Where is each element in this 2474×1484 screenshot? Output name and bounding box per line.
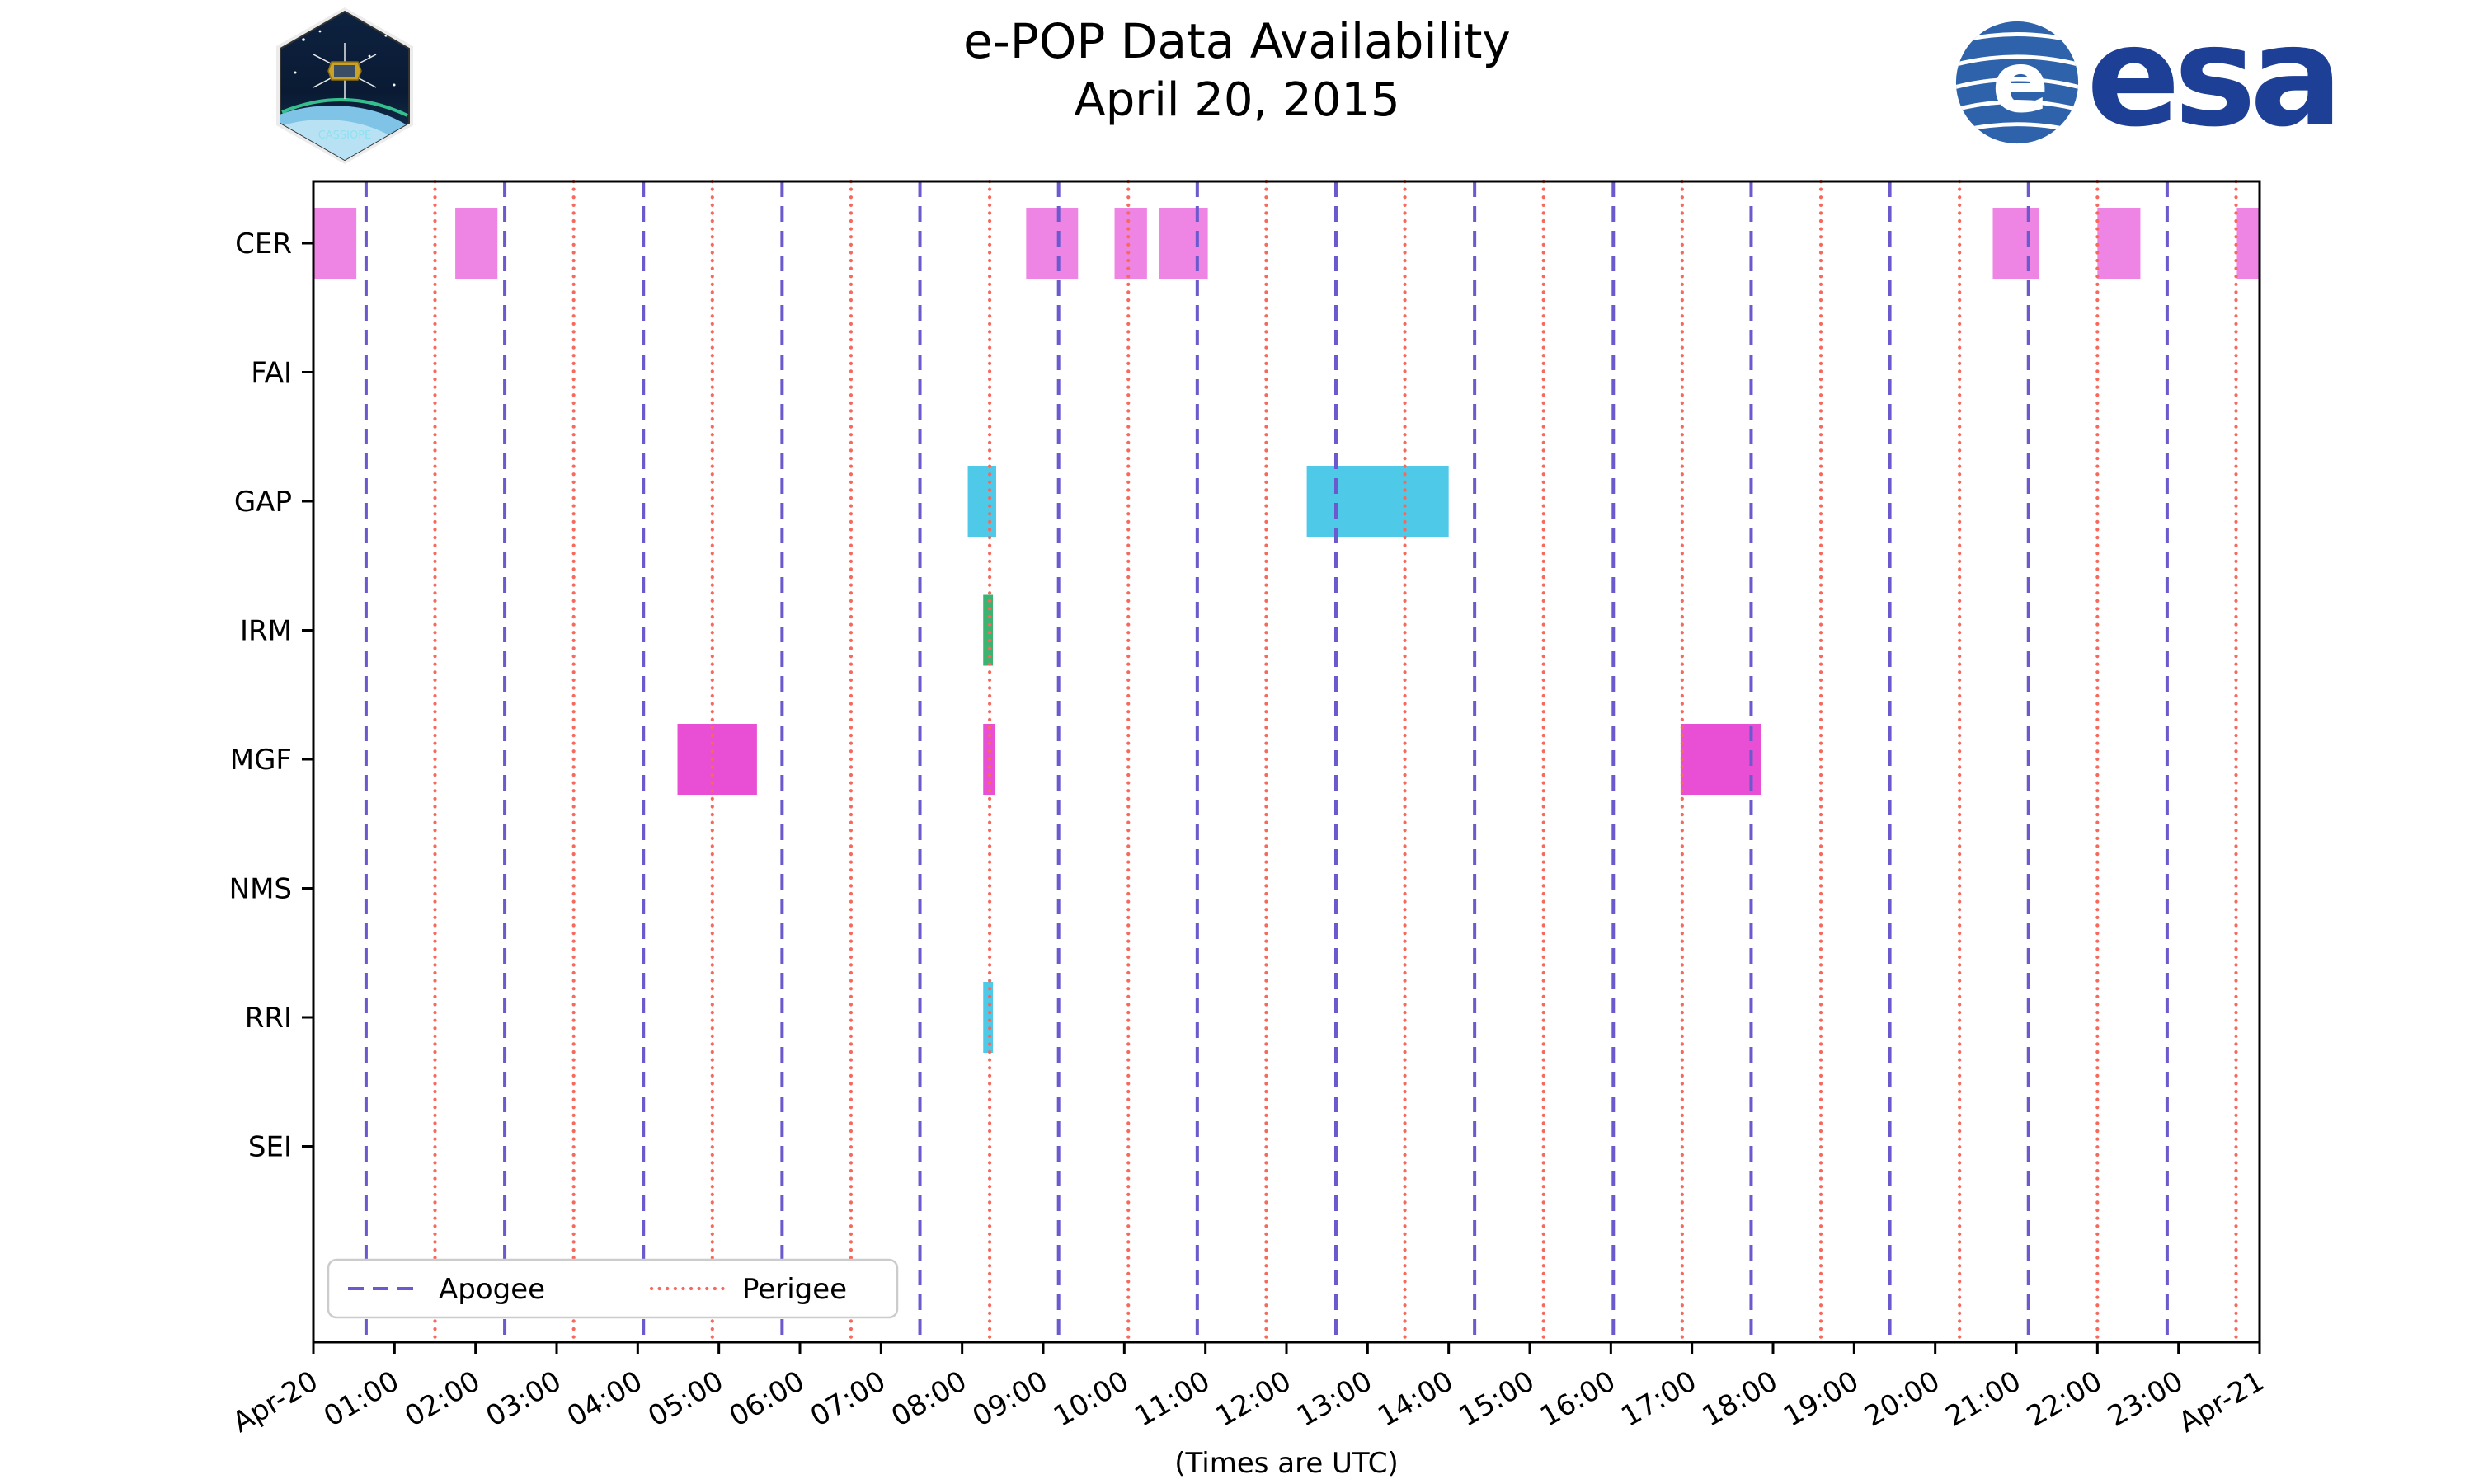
- x-tick-label: 05:00: [642, 1364, 729, 1434]
- availability-bar-cer: [1992, 208, 2039, 279]
- x-tick-label: 02:00: [399, 1364, 486, 1434]
- x-tick-label: 21:00: [1940, 1364, 2027, 1434]
- availability-bar-rri: [983, 982, 994, 1053]
- cassiope-logo: CASSIOPE: [270, 7, 419, 171]
- patch-aurora-arc: [281, 97, 408, 117]
- availability-bar-cer: [2097, 208, 2141, 279]
- legend-apogee-label: Apogee: [439, 1273, 545, 1306]
- x-tick-label: 10:00: [1048, 1364, 1135, 1434]
- x-tick-label: Apr-21: [2173, 1364, 2269, 1439]
- chart-subtitle: April 20, 2015: [1074, 73, 1400, 127]
- x-tick-label: 15:00: [1454, 1364, 1540, 1434]
- x-tick-label: 06:00: [724, 1364, 811, 1434]
- x-tick-label: 01:00: [318, 1364, 405, 1434]
- x-tick-label: 04:00: [562, 1364, 648, 1434]
- x-tick-label: 14:00: [1372, 1364, 1459, 1434]
- x-tick-label: 17:00: [1616, 1364, 1702, 1434]
- y-tick-label-mgf: MGF: [230, 744, 292, 777]
- x-tick-label: 18:00: [1697, 1364, 1784, 1434]
- y-tick-label-gap: GAP: [234, 486, 292, 519]
- availability-bar-gap: [967, 466, 996, 537]
- x-tick-label: 20:00: [1859, 1364, 1945, 1434]
- y-tick-label-fai: FAI: [251, 357, 292, 390]
- availability-bar-cer: [2236, 208, 2260, 279]
- x-tick-label: 13:00: [1291, 1364, 1378, 1434]
- esa-globe-circle: [1955, 21, 2079, 144]
- cassiope-patch-graphic: CASSIOPE: [276, 7, 413, 164]
- legend-perigee-label: Perigee: [742, 1273, 847, 1306]
- x-tick-label: 09:00: [967, 1364, 1054, 1434]
- esa-wordmark: esa: [2086, 0, 2343, 157]
- x-tick-label: 22:00: [2021, 1364, 2108, 1434]
- cassiope-label: CASSIOPE: [318, 129, 372, 142]
- availability-bar-cer: [1114, 208, 1147, 279]
- y-tick-label-cer: CER: [235, 228, 292, 261]
- availability-bar-mgf: [677, 724, 757, 795]
- legend-box: [327, 1258, 899, 1319]
- availability-bar-cer: [1026, 208, 1079, 279]
- availability-bar-cer: [313, 208, 357, 279]
- x-axis-label: (Times are UTC): [1174, 1447, 1398, 1480]
- availability-bar-mgf: [1680, 724, 1761, 795]
- x-tick-label: 08:00: [886, 1364, 972, 1434]
- x-tick-label: 23:00: [2102, 1364, 2189, 1434]
- y-tick-label-nms: NMS: [229, 873, 292, 906]
- x-tick-label: 16:00: [1535, 1364, 1621, 1434]
- x-tick-label: 03:00: [481, 1364, 567, 1434]
- x-tick-label: Apr-20: [227, 1364, 323, 1439]
- y-tick-label-sei: SEI: [248, 1131, 292, 1164]
- esa-globe-icon: e: [1955, 21, 2079, 144]
- y-tick-label-irm: IRM: [240, 615, 292, 648]
- availability-bar-cer: [1159, 208, 1208, 279]
- esa-globe-e: e: [1992, 34, 2049, 131]
- x-tick-label: 11:00: [1129, 1364, 1216, 1434]
- x-tick-label: 07:00: [805, 1364, 891, 1434]
- x-tick-label: 19:00: [1778, 1364, 1865, 1434]
- x-tick-label: 12:00: [1211, 1364, 1297, 1434]
- chart-title-block: e-POP Data Availability April 20, 2015: [0, 12, 2474, 129]
- availability-bar-irm: [983, 594, 994, 666]
- y-tick-label-rri: RRI: [245, 1002, 292, 1035]
- availability-bar-gap: [1306, 466, 1449, 537]
- availability-bar-cer: [455, 208, 498, 279]
- plot-background: [313, 181, 2260, 1342]
- patch-satellite: [313, 43, 377, 99]
- esa-logo: e esa: [1953, 7, 2343, 147]
- chart-title: e-POP Data Availability: [963, 13, 1511, 69]
